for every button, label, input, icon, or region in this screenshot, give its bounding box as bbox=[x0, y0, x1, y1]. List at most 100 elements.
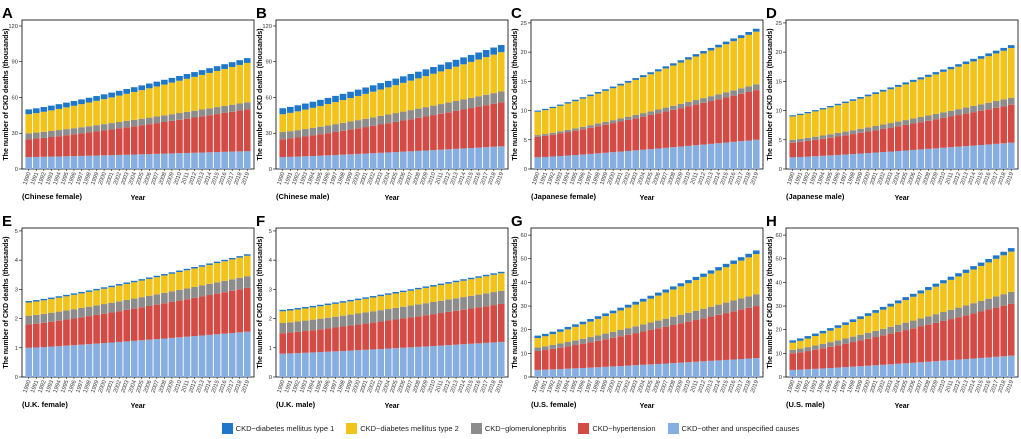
x-tick-label: 2008 bbox=[158, 172, 168, 186]
bar-segment bbox=[221, 333, 228, 377]
bar-segment bbox=[879, 328, 887, 336]
x-tick-label: 2001 bbox=[614, 380, 624, 394]
bar-segment bbox=[1007, 48, 1015, 98]
x-tick-label: 2000 bbox=[862, 172, 872, 186]
bar-segment bbox=[617, 329, 624, 337]
bar-segment bbox=[947, 69, 955, 111]
bar-segment bbox=[985, 144, 992, 169]
x-tick-label: 1996 bbox=[322, 380, 332, 394]
bar-segment bbox=[812, 336, 819, 346]
bar-segment bbox=[917, 122, 925, 150]
bar-segment bbox=[399, 111, 407, 121]
bar-segment bbox=[940, 71, 947, 113]
bar-segment bbox=[324, 305, 332, 318]
bar-segment bbox=[639, 301, 647, 325]
bar-segment bbox=[347, 98, 354, 122]
bar-segment bbox=[722, 267, 730, 303]
x-tick-label: 2002 bbox=[877, 172, 887, 186]
bar-segment bbox=[115, 128, 123, 155]
bar-segment bbox=[430, 73, 437, 106]
bar-segment bbox=[624, 304, 632, 308]
bar-segment bbox=[324, 104, 332, 126]
bar-segment bbox=[475, 307, 482, 344]
bar-segment bbox=[445, 149, 452, 169]
x-tick-label: 2000 bbox=[862, 380, 872, 394]
bar-segment bbox=[108, 155, 115, 169]
bar-segment bbox=[872, 310, 879, 313]
bar-segment bbox=[864, 131, 872, 154]
bar-segment bbox=[609, 152, 617, 169]
bar-segment bbox=[176, 270, 183, 273]
legend-item: CKD−other and unspecified causes bbox=[667, 422, 799, 434]
bar-segment bbox=[213, 66, 221, 71]
bar-segment bbox=[730, 141, 737, 169]
bar-segment bbox=[294, 309, 302, 322]
bar-segment bbox=[183, 270, 191, 289]
bar-segment bbox=[332, 124, 339, 132]
bar-segment bbox=[138, 125, 146, 155]
bar-segment bbox=[872, 365, 879, 377]
bar-segment bbox=[572, 324, 579, 327]
bar-segment bbox=[796, 113, 804, 115]
bar-segment bbox=[745, 91, 753, 141]
bar-segment bbox=[879, 91, 887, 125]
x-tick-label: 2002 bbox=[113, 172, 123, 186]
bar-segment bbox=[977, 265, 985, 301]
bar-segment bbox=[70, 345, 78, 377]
bar-segment bbox=[737, 93, 745, 142]
bar-segment bbox=[25, 302, 33, 316]
bar-segment bbox=[587, 127, 594, 154]
x-tick-label: 2016 bbox=[982, 172, 992, 186]
x-tick-label: 2007 bbox=[915, 172, 925, 186]
bar-segment bbox=[864, 96, 872, 128]
bar-segment bbox=[332, 327, 339, 352]
y-tick-label: 90 bbox=[12, 60, 18, 66]
bar-segment bbox=[63, 102, 70, 108]
x-tick-label: 2003 bbox=[121, 380, 131, 394]
bar-segment bbox=[176, 113, 183, 120]
x-tick-label: 1992 bbox=[292, 172, 302, 186]
bar-segment bbox=[347, 301, 354, 315]
x-tick-label: 2013 bbox=[705, 172, 715, 186]
bar-segment bbox=[317, 304, 324, 307]
x-tick-label: 2006 bbox=[652, 380, 662, 394]
bar-segment bbox=[834, 136, 842, 155]
bar-segment bbox=[647, 295, 655, 299]
bar-segment bbox=[827, 346, 834, 369]
bar-segment bbox=[422, 69, 430, 77]
y-tick-label: 60 bbox=[521, 233, 527, 239]
bar-segment bbox=[243, 151, 251, 169]
bar-segment bbox=[369, 297, 377, 312]
legend-label: CKD−diabetes mellitus type 2 bbox=[360, 423, 459, 433]
bar-segment bbox=[236, 151, 244, 169]
bar-segment bbox=[460, 57, 467, 65]
bar-segment bbox=[624, 307, 632, 329]
bar-segment bbox=[153, 86, 161, 117]
bar-segment bbox=[647, 298, 655, 323]
bar-segment bbox=[497, 146, 505, 169]
bar-segment bbox=[894, 324, 902, 332]
bar-segment bbox=[55, 296, 63, 298]
y-axis-title: The number of CKD deaths (thousands) bbox=[767, 236, 774, 368]
x-tick-label: 2008 bbox=[412, 380, 422, 394]
bar-segment bbox=[475, 277, 482, 295]
bar-segment bbox=[534, 335, 542, 338]
bar-segment bbox=[191, 286, 198, 298]
bar-segment bbox=[339, 100, 347, 123]
bar-segment bbox=[176, 153, 183, 169]
bar-segment bbox=[692, 280, 700, 311]
x-tick-label: 2019 bbox=[241, 380, 251, 394]
bar-segment bbox=[557, 329, 564, 332]
bar-segment bbox=[722, 97, 730, 143]
bar-segment bbox=[324, 155, 332, 169]
bar-segment bbox=[206, 283, 213, 296]
x-tick-label: 2006 bbox=[907, 172, 917, 186]
bar-segment bbox=[407, 119, 415, 152]
bar-segment bbox=[354, 89, 362, 96]
y-axis-title: The number of CKD deaths (thousands) bbox=[257, 28, 264, 160]
bar-segment bbox=[564, 368, 572, 377]
panel-letter: E bbox=[2, 213, 12, 230]
bar-segment bbox=[138, 340, 146, 377]
bar-segment bbox=[437, 313, 445, 346]
